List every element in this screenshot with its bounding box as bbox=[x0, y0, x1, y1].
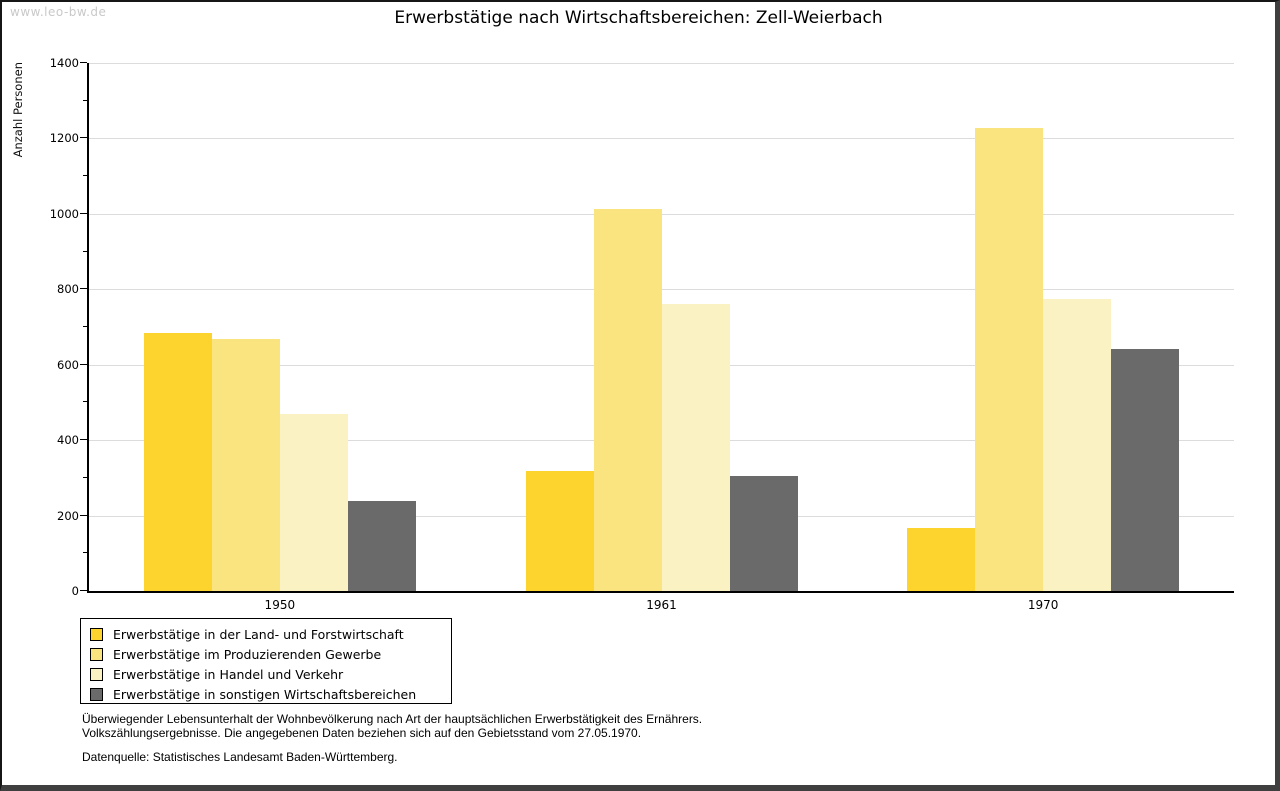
y-major-tick-1000 bbox=[80, 212, 87, 214]
legend-label: Erwerbstätige im Produzierenden Gewerbe bbox=[113, 646, 382, 662]
y-tick-label-400: 400 bbox=[57, 433, 79, 448]
bar-1961-series-3 bbox=[661, 303, 730, 591]
y-minor-tick-700 bbox=[83, 326, 87, 327]
legend-item: Erwerbstätige in Handel und Verkehr bbox=[90, 664, 451, 684]
y-tick-label-1000: 1000 bbox=[49, 206, 79, 221]
footnote-line-2: Volkszählungsergebnisse. Die angegebenen… bbox=[82, 726, 642, 740]
bar-1961-series-2 bbox=[593, 208, 662, 591]
legend-swatch-sonstige bbox=[90, 687, 103, 701]
y-axis-title: Anzahl Personen bbox=[11, 62, 25, 158]
y-major-tick-800 bbox=[80, 288, 87, 290]
footnote-line-1: Überwiegender Lebensunterhalt der Wohnbe… bbox=[82, 712, 703, 726]
gridline-1000 bbox=[89, 213, 1234, 215]
legend-swatch-handel-verkehr bbox=[90, 667, 103, 681]
legend-swatch-produzierendes-gewerbe bbox=[90, 647, 103, 661]
gridline-1400 bbox=[89, 63, 1234, 64]
bar-1970-series-3 bbox=[1043, 299, 1112, 591]
plot-area: 1950 1961 1970 0 200 400 600 800 1000 1200 1400 bbox=[50, 56, 1234, 612]
y-major-tick-400 bbox=[80, 439, 87, 441]
bar-1950-series-3 bbox=[279, 413, 348, 591]
legend-swatch-land-forstwirtschaft bbox=[90, 627, 103, 641]
y-tick-label-200: 200 bbox=[57, 508, 79, 523]
y-minor-tick-1100 bbox=[83, 175, 87, 177]
watermark-leo-bw: www.leo-bw.de bbox=[10, 5, 107, 19]
bar-1950-series-2 bbox=[211, 339, 280, 591]
y-major-tick-0 bbox=[80, 590, 87, 591]
y-minor-tick-300 bbox=[83, 476, 87, 478]
y-tick-label-1400: 1400 bbox=[49, 56, 79, 70]
gridline-1200 bbox=[89, 138, 1234, 140]
x-tick-label-1970: 1970 bbox=[1027, 598, 1059, 612]
bar-1950-series-1 bbox=[143, 333, 212, 591]
y-tick-label-1200: 1200 bbox=[49, 131, 79, 146]
gridline-800 bbox=[89, 289, 1234, 291]
y-major-tick-1200 bbox=[80, 137, 87, 139]
bar-1961-series-1 bbox=[525, 471, 594, 591]
y-major-tick-1400 bbox=[80, 62, 87, 63]
y-tick-label-0: 0 bbox=[71, 584, 79, 598]
legend-label: Erwerbstätige in Handel und Verkehr bbox=[113, 666, 344, 682]
y-major-tick-600 bbox=[80, 363, 87, 365]
bar-1961-series-4 bbox=[729, 476, 798, 591]
page-title: Erwerbstätige nach Wirtschaftsbereichen:… bbox=[394, 8, 883, 28]
y-minor-tick-1300 bbox=[83, 99, 87, 101]
legend-label: Erwerbstätige in sonstigen Wirtschaftsbe… bbox=[113, 686, 417, 702]
y-major-tick-200 bbox=[80, 514, 87, 516]
y-minor-tick-100 bbox=[83, 552, 87, 554]
legend-box: Erwerbstätige in der Land- und Forstwirt… bbox=[80, 618, 452, 704]
footnote-block: Überwiegender Lebensunterhalt der Wohnbe… bbox=[82, 712, 702, 740]
legend-label: Erwerbstätige in der Land- und Forstwirt… bbox=[113, 626, 404, 642]
legend-item: Erwerbstätige in sonstigen Wirtschaftsbe… bbox=[90, 684, 451, 704]
bar-1950-series-4 bbox=[347, 500, 416, 591]
y-tick-label-800: 800 bbox=[57, 282, 79, 297]
legend-item: Erwerbstätige in der Land- und Forstwirt… bbox=[90, 624, 451, 644]
bar-1970-series-4 bbox=[1111, 349, 1180, 591]
y-minor-tick-500 bbox=[83, 401, 87, 403]
x-tick-label-1961: 1961 bbox=[646, 598, 677, 612]
bar-1970-series-1 bbox=[907, 527, 976, 591]
y-minor-tick-900 bbox=[83, 250, 87, 252]
x-tick-label-1950: 1950 bbox=[264, 598, 296, 612]
data-source-note: Datenquelle: Statistisches Landesamt Bad… bbox=[82, 750, 398, 764]
legend-item: Erwerbstätige im Produzierenden Gewerbe bbox=[90, 644, 451, 664]
y-tick-label-600: 600 bbox=[57, 357, 79, 372]
bar-1970-series-2 bbox=[975, 127, 1044, 591]
